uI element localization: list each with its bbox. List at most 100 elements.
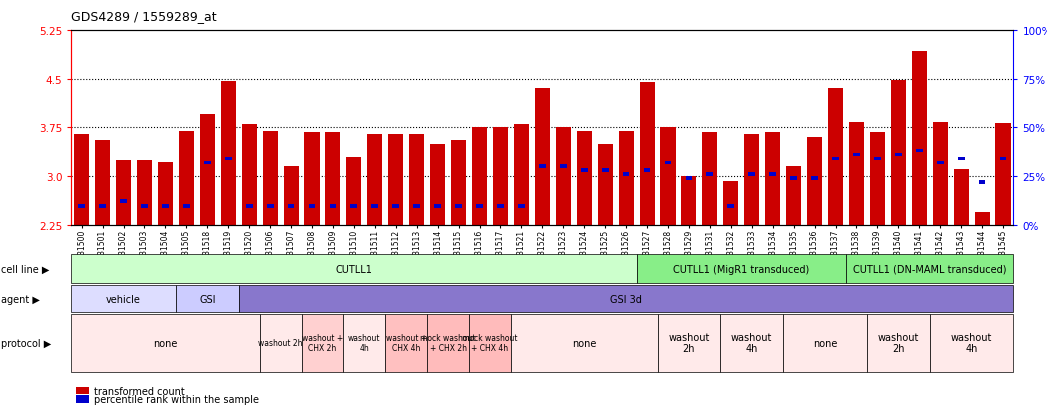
Bar (183, 205, 190, 209)
Bar (414, 205, 420, 209)
Bar (849, 123, 864, 225)
Bar (141, 205, 148, 209)
Bar (514, 125, 529, 225)
Bar (309, 205, 315, 209)
Bar (828, 89, 843, 225)
Bar (744, 135, 759, 225)
Bar (476, 205, 483, 209)
Bar (790, 177, 797, 180)
Bar (179, 131, 194, 225)
Bar (556, 128, 571, 225)
Bar (518, 205, 525, 209)
Bar (1000, 157, 1006, 161)
Bar (598, 144, 612, 225)
Bar (225, 157, 231, 161)
Bar (305, 133, 319, 225)
Text: protocol ▶: protocol ▶ (1, 338, 51, 348)
Text: washout
2h: washout 2h (877, 332, 919, 354)
Text: mock washout
+ CHX 2h: mock washout + CHX 2h (420, 333, 476, 352)
Bar (497, 205, 504, 209)
Bar (430, 144, 445, 225)
Bar (602, 169, 608, 173)
Bar (120, 200, 127, 204)
Bar (351, 205, 357, 209)
Text: washout
4h: washout 4h (348, 333, 381, 352)
Bar (853, 153, 860, 157)
Bar (979, 180, 985, 184)
Text: washout +
CHX 2h: washout + CHX 2h (302, 333, 343, 352)
Text: washout
4h: washout 4h (731, 332, 773, 354)
Bar (263, 131, 277, 225)
Bar (723, 182, 738, 225)
Bar (200, 115, 215, 225)
Bar (162, 205, 169, 209)
Bar (665, 161, 671, 165)
Bar (493, 128, 508, 225)
Bar (623, 173, 629, 176)
Bar (807, 138, 822, 225)
Text: GSI 3d: GSI 3d (610, 294, 642, 304)
Bar (644, 169, 650, 173)
Bar (435, 205, 441, 209)
Bar (770, 173, 776, 176)
Bar (786, 167, 801, 225)
Text: CUTLL1 (MigR1 transduced): CUTLL1 (MigR1 transduced) (673, 264, 809, 274)
Text: percentile rank within the sample: percentile rank within the sample (94, 394, 260, 404)
Bar (74, 135, 89, 225)
Bar (954, 170, 968, 225)
Bar (367, 135, 382, 225)
Bar (79, 205, 85, 209)
Text: CUTLL1 (DN-MAML transduced): CUTLL1 (DN-MAML transduced) (853, 264, 1006, 274)
Bar (326, 133, 340, 225)
Bar (539, 165, 545, 169)
Text: CUTLL1: CUTLL1 (335, 264, 373, 274)
Bar (912, 52, 927, 225)
Bar (640, 83, 654, 225)
Text: none: none (153, 338, 178, 348)
Bar (221, 81, 236, 225)
Bar (728, 205, 734, 209)
Bar (137, 160, 152, 225)
Bar (686, 177, 692, 180)
Bar (749, 173, 755, 176)
Text: none: none (812, 338, 838, 348)
Text: none: none (572, 338, 597, 348)
Text: GSI: GSI (199, 294, 216, 304)
Bar (158, 162, 173, 225)
Bar (703, 133, 717, 225)
Text: washout
2h: washout 2h (668, 332, 710, 354)
Text: agent ▶: agent ▶ (1, 294, 40, 304)
Bar (284, 167, 298, 225)
Bar (204, 161, 210, 165)
Text: washout
4h: washout 4h (951, 332, 993, 354)
Bar (895, 153, 901, 157)
Bar (933, 123, 948, 225)
Bar (330, 205, 336, 209)
Bar (409, 135, 424, 225)
Bar (707, 173, 713, 176)
Bar (388, 135, 403, 225)
Bar (95, 141, 110, 225)
Bar (372, 205, 378, 209)
Bar (619, 131, 633, 225)
Bar (870, 133, 885, 225)
Bar (393, 205, 399, 209)
Text: washout 2h: washout 2h (259, 338, 303, 347)
Bar (811, 177, 818, 180)
Text: washout +
CHX 4h: washout + CHX 4h (385, 333, 427, 352)
Bar (246, 205, 252, 209)
Bar (451, 141, 466, 225)
Text: mock washout
+ CHX 4h: mock washout + CHX 4h (462, 333, 518, 352)
Bar (996, 123, 1010, 225)
Text: cell line ▶: cell line ▶ (1, 264, 49, 274)
Bar (916, 150, 922, 153)
Text: GDS4289 / 1559289_at: GDS4289 / 1559289_at (71, 10, 217, 23)
Bar (560, 165, 566, 169)
Bar (975, 212, 989, 225)
Bar (682, 177, 696, 225)
Text: transformed count: transformed count (94, 386, 185, 396)
Bar (99, 205, 106, 209)
Bar (455, 205, 462, 209)
Bar (242, 125, 257, 225)
Bar (472, 128, 487, 225)
